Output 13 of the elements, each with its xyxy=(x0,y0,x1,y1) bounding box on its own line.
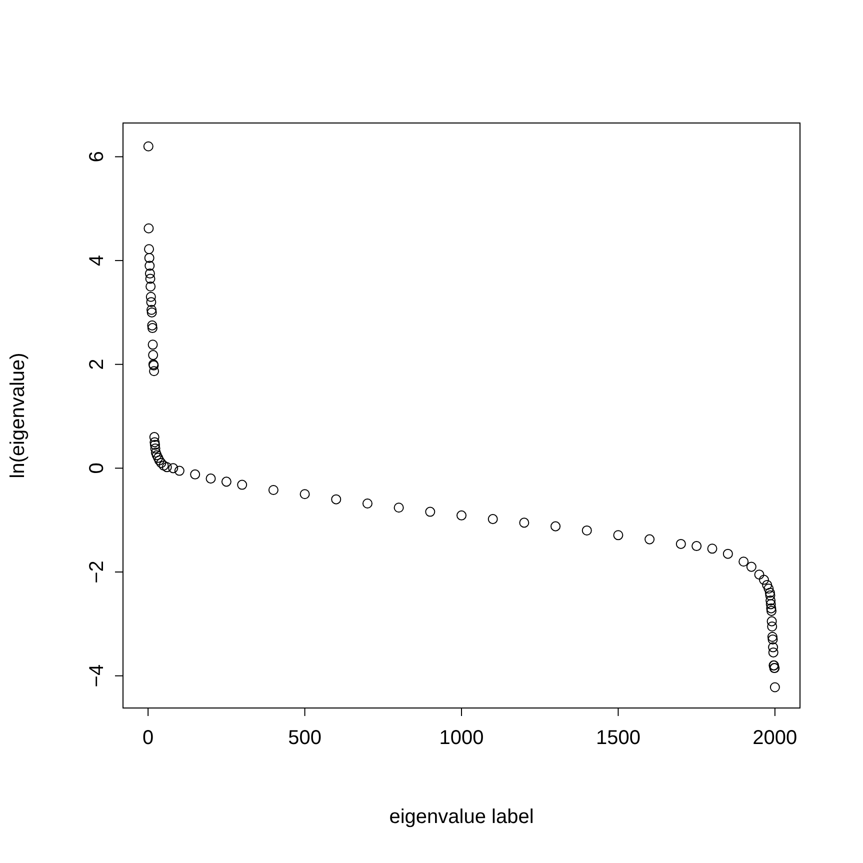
y-tick-label: −4 xyxy=(86,664,108,688)
x-tick-label: 1000 xyxy=(439,727,484,749)
x-axis-title: eigenvalue label xyxy=(389,806,534,828)
y-tick-label: 6 xyxy=(86,151,108,162)
y-tick-label: 2 xyxy=(86,358,108,370)
x-tick-label: 500 xyxy=(288,727,322,749)
x-tick-label: 0 xyxy=(142,727,154,749)
y-tick-label: 0 xyxy=(86,462,108,474)
x-tick-label: 2000 xyxy=(752,727,798,749)
y-axis-title: ln(eigenvalue) xyxy=(7,352,29,478)
y-tick-label: −2 xyxy=(86,560,108,584)
x-tick-label: 1500 xyxy=(596,727,640,749)
y-tick-label: 4 xyxy=(86,254,108,266)
